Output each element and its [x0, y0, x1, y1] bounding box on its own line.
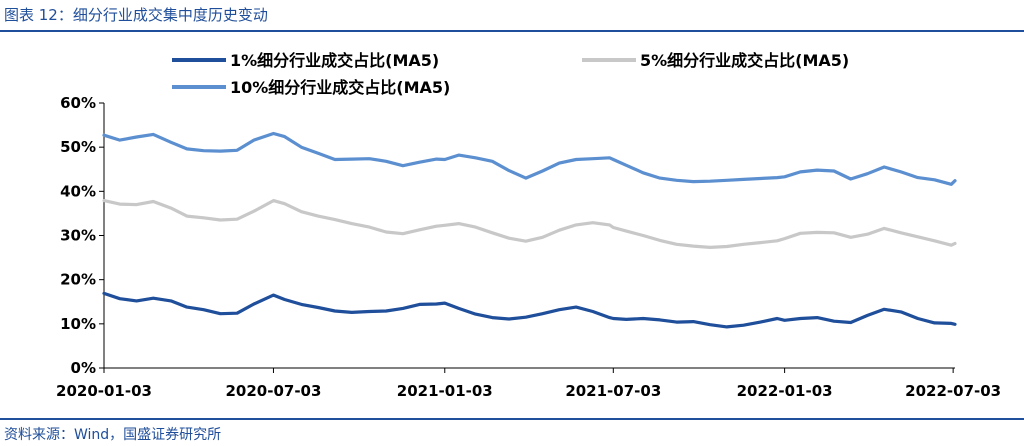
x-tick-label: 2021-01-03 [397, 382, 493, 400]
series-lines [102, 131, 957, 329]
x-tick-label: 2022-01-03 [737, 382, 833, 400]
series-line-1 [102, 291, 957, 329]
axes: 0% 10% 20% 30% 40% 50% 60% 2020-01-03 2020-07-03… [56, 94, 1001, 400]
legend-label-2: 5%细分行业成交占比(MA5) [640, 51, 849, 70]
y-tick-label: 60% [60, 94, 96, 112]
y-tick-label: 20% [60, 271, 96, 289]
y-tick-label: 50% [60, 138, 96, 156]
y-tick-label: 10% [60, 315, 96, 333]
source-note: 资料来源：Wind，国盛证券研究所 [4, 427, 222, 443]
y-tick-label: 0% [71, 359, 96, 377]
legend-label-3: 10%细分行业成交占比(MA5) [230, 78, 450, 97]
legend-label-1: 1%细分行业成交占比(MA5) [230, 51, 439, 70]
x-tick-label: 2020-07-03 [225, 382, 321, 400]
x-tick-label: 2020-01-03 [56, 382, 152, 400]
y-tick-label: 30% [60, 227, 96, 245]
y-tick-label: 40% [60, 182, 96, 200]
legend: 1%细分行业成交占比(MA5) 5%细分行业成交占比(MA5) 10%细分行业成交占… [172, 51, 849, 97]
x-tick-label: 2022-07-03 [905, 382, 1001, 400]
x-tick-label: 2021-07-03 [565, 382, 661, 400]
series-line-3 [102, 131, 957, 186]
figure-title: 图表 12：细分行业成交集中度历史变动 [4, 6, 268, 24]
top-rule [0, 30, 1024, 32]
bottom-rule [0, 418, 1024, 420]
series-line-2 [102, 199, 957, 249]
